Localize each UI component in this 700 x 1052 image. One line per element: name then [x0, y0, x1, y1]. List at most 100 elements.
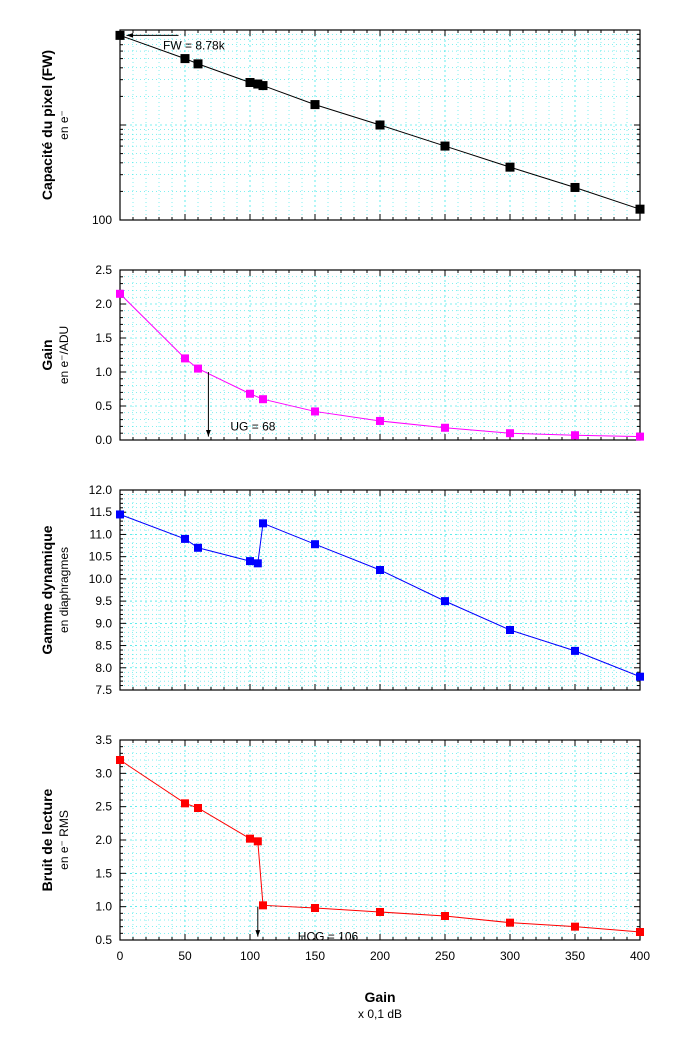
x-tick-label: 0: [117, 949, 124, 963]
y-tick-label: 9.5: [95, 594, 112, 608]
y-axis-label: Gamme dynamique: [39, 525, 55, 654]
y-tick-label: 1.5: [95, 866, 112, 880]
y-tick-label: 2.5: [95, 263, 112, 277]
panel-rn: 0.5 1.0 1.5 2.0 2.5 3.0 3.5 Bruit de lectureen …: [39, 733, 644, 947]
data-marker: [195, 805, 202, 812]
data-marker: [376, 121, 384, 129]
data-marker: [247, 558, 254, 565]
data-marker: [117, 511, 124, 518]
y-tick-label: 3.0: [95, 766, 112, 780]
data-marker: [442, 913, 449, 920]
data-marker: [637, 433, 644, 440]
y-tick-label: 0.5: [95, 399, 112, 413]
data-marker: [441, 142, 449, 150]
data-marker: [247, 390, 254, 397]
annotation-text: FW = 8.78k: [163, 38, 226, 52]
y-tick-label: 3.5: [95, 733, 112, 747]
y-axis-sublabel: en e⁻/ADU: [57, 326, 71, 384]
y-tick-label: 10.0: [89, 572, 113, 586]
data-marker: [572, 647, 579, 654]
panel-gain: 0.0 0.5 1.0 1.5 2.0 2.5 Gainen e⁻/ADU UG = 68: [39, 263, 644, 447]
data-marker: [254, 560, 261, 567]
y-tick-label: 2.0: [95, 833, 112, 847]
data-marker: [246, 79, 254, 87]
y-tick-label: 1.5: [95, 331, 112, 345]
x-axis-label: Gain: [364, 989, 395, 1005]
y-tick-label: 9.0: [95, 616, 112, 630]
data-marker: [312, 905, 319, 912]
data-marker: [377, 909, 384, 916]
y-tick-label: 1.0: [95, 365, 112, 379]
grid: [120, 270, 640, 440]
data-marker: [571, 183, 579, 191]
data-marker: [377, 417, 384, 424]
data-marker: [507, 919, 514, 926]
data-marker: [312, 408, 319, 415]
data-marker: [117, 290, 124, 297]
data-marker: [377, 567, 384, 574]
data-marker: [182, 355, 189, 362]
y-tick-label: 1.0: [95, 900, 112, 914]
data-marker: [194, 60, 202, 68]
y-axis-sublabel: en e⁻: [57, 110, 71, 140]
y-tick-label: 2.5: [95, 800, 112, 814]
y-tick-label: 11.5: [90, 505, 113, 519]
data-marker: [311, 101, 319, 109]
y-axis-label: Capacité du pixel (FW): [39, 50, 55, 200]
y-tick-label: 10.5: [89, 550, 113, 564]
data-marker: [260, 902, 267, 909]
annotation-text: UG = 68: [230, 420, 275, 434]
data-marker: [506, 163, 514, 171]
data-marker: [181, 55, 189, 63]
annotation-text: HCG = 106: [298, 930, 359, 944]
data-marker: [195, 544, 202, 551]
panel-dr: 7.5 8.0 8.5 9.0 9.5 10.0 10.5 11.0 11.5 12.0 Gamme…: [39, 483, 644, 697]
x-axis-sublabel: x 0,1 dB: [358, 1007, 402, 1021]
data-marker: [507, 627, 514, 634]
data-marker: [117, 757, 124, 764]
x-tick-label: 400: [630, 949, 650, 963]
y-tick-label: 0.5: [95, 933, 112, 947]
data-marker: [182, 535, 189, 542]
data-marker: [260, 520, 267, 527]
x-tick-label: 50: [178, 949, 192, 963]
y-axis-label: Bruit de lecture: [39, 788, 55, 891]
y-axis-label: Gain: [39, 339, 55, 370]
y-axis-sublabel: en e⁻ RMS: [57, 810, 71, 870]
y-tick-label: 8.5: [95, 639, 112, 653]
data-marker: [260, 396, 267, 403]
multi-panel-chart: 100 Capacité du pixel (FW)en e⁻ FW = 8.78k…: [0, 0, 700, 1052]
x-tick-label: 350: [565, 949, 585, 963]
y-tick-label: 0.0: [95, 433, 112, 447]
x-tick-label: 150: [305, 949, 325, 963]
y-tick-label: 8.0: [95, 661, 112, 675]
data-marker: [442, 598, 449, 605]
y-tick-label: 7.5: [95, 683, 112, 697]
data-marker: [116, 31, 124, 39]
data-marker: [247, 835, 254, 842]
data-marker: [195, 365, 202, 372]
y-axis-sublabel: en diaphragmes: [57, 547, 71, 633]
y-tick-label: 11.0: [90, 527, 113, 541]
data-marker: [572, 923, 579, 930]
y-tick-label: 12.0: [89, 483, 113, 497]
data-marker: [254, 838, 261, 845]
grid: [120, 490, 640, 690]
x-tick-label: 100: [240, 949, 260, 963]
data-marker: [637, 929, 644, 936]
data-marker: [637, 673, 644, 680]
x-tick-label: 200: [370, 949, 390, 963]
panel-fw: 100 Capacité du pixel (FW)en e⁻ FW = 8.78k: [39, 30, 644, 227]
data-marker: [442, 424, 449, 431]
data-marker: [182, 800, 189, 807]
y-tick-label: 100: [92, 213, 112, 227]
data-marker: [572, 432, 579, 439]
y-tick-label: 2.0: [95, 297, 112, 311]
figure-container: { "figure": { "width": 700, "height": 10…: [0, 0, 700, 1052]
data-marker: [636, 205, 644, 213]
data-marker: [259, 82, 267, 90]
data-marker: [507, 430, 514, 437]
x-tick-label: 250: [435, 949, 455, 963]
x-tick-label: 300: [500, 949, 520, 963]
data-marker: [312, 541, 319, 548]
